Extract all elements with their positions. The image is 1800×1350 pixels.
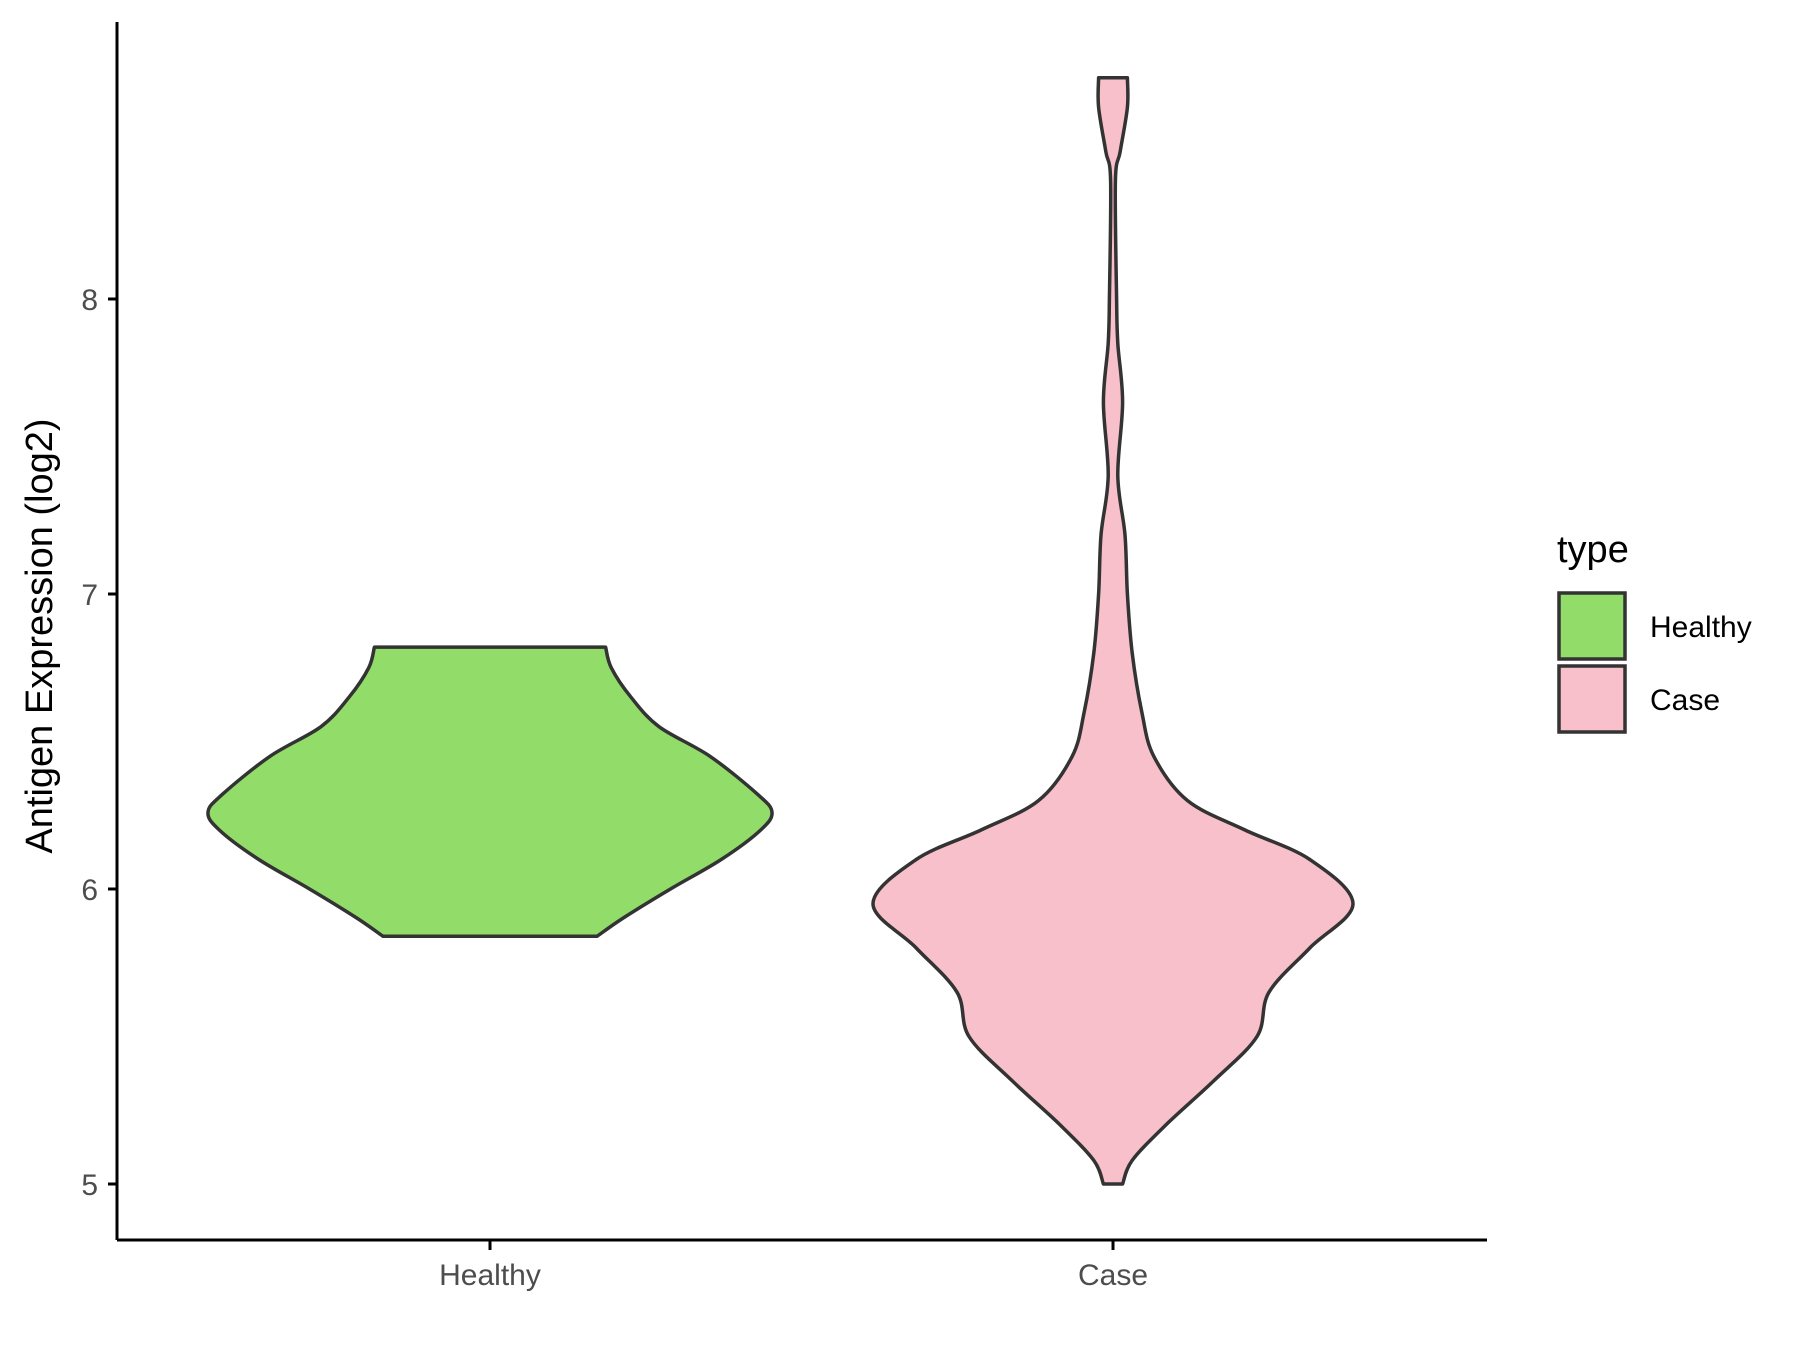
x-axis: Healthy Case xyxy=(117,1238,1487,1292)
y-tick-label: 6 xyxy=(81,874,98,907)
legend-key-case xyxy=(1557,664,1627,734)
y-tick-label: 8 xyxy=(81,284,98,317)
violin-layer xyxy=(206,76,1355,1186)
x-tick-label: Healthy xyxy=(439,1259,541,1292)
legend: type Healthy Case xyxy=(1557,529,1752,734)
legend-label: Healthy xyxy=(1650,611,1752,644)
legend-key-healthy xyxy=(1557,591,1627,661)
y-axis: 5 6 7 8 xyxy=(81,22,119,1240)
legend-label: Case xyxy=(1650,684,1720,717)
y-tick-label: 7 xyxy=(81,579,98,612)
y-tick-label: 5 xyxy=(81,1169,98,1202)
y-axis-title: Antigen Expression (log2) xyxy=(19,418,61,853)
legend-title: type xyxy=(1557,529,1629,571)
x-tick-label: Case xyxy=(1078,1259,1148,1292)
violin-case xyxy=(871,76,1355,1186)
violin-healthy xyxy=(206,645,774,938)
